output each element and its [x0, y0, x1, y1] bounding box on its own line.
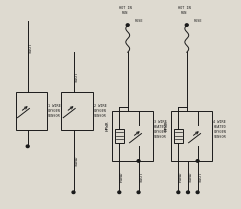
Bar [171, 111, 212, 161]
Text: SGND: SGND [189, 171, 193, 182]
Text: SGND: SGND [74, 156, 78, 166]
Bar [61, 92, 93, 130]
Circle shape [196, 160, 199, 162]
Text: 4 WIRE
HEATED
OXYGEN
SENSOR: 4 WIRE HEATED OXYGEN SENSOR [213, 120, 226, 139]
Circle shape [72, 191, 75, 194]
Text: HGND: HGND [179, 171, 183, 182]
Bar [112, 111, 153, 161]
Text: SGUT: SGUT [74, 71, 78, 82]
Circle shape [137, 160, 140, 162]
Circle shape [185, 24, 188, 26]
Text: SGUT: SGUT [140, 171, 143, 182]
Circle shape [187, 191, 189, 194]
Text: SGUT: SGUT [29, 43, 33, 53]
Circle shape [177, 191, 180, 194]
Text: FUSE: FUSE [135, 19, 143, 23]
Circle shape [118, 191, 121, 194]
Text: 3 WIRE
HEATED
OXYGEN
SENSOR: 3 WIRE HEATED OXYGEN SENSOR [154, 120, 167, 139]
Bar [16, 92, 47, 130]
Text: SGUT: SGUT [199, 171, 202, 182]
Text: 1 WIRE
OXYGEN
SENSOR: 1 WIRE OXYGEN SENSOR [48, 104, 61, 118]
Bar [174, 129, 183, 143]
Circle shape [196, 191, 199, 194]
Text: HGND: HGND [120, 171, 124, 182]
Text: HOT IN
RUN: HOT IN RUN [178, 6, 191, 15]
Text: HPWR: HPWR [106, 120, 110, 131]
Circle shape [26, 145, 29, 148]
Text: HPWR: HPWR [165, 120, 169, 131]
Text: 2 WIRE
OXYGEN
SENSOR: 2 WIRE OXYGEN SENSOR [94, 104, 107, 118]
Circle shape [137, 191, 140, 194]
Text: HOT IN
RUN: HOT IN RUN [119, 6, 132, 15]
Bar [115, 129, 123, 143]
Circle shape [126, 24, 129, 26]
Text: FUSE: FUSE [194, 19, 202, 23]
